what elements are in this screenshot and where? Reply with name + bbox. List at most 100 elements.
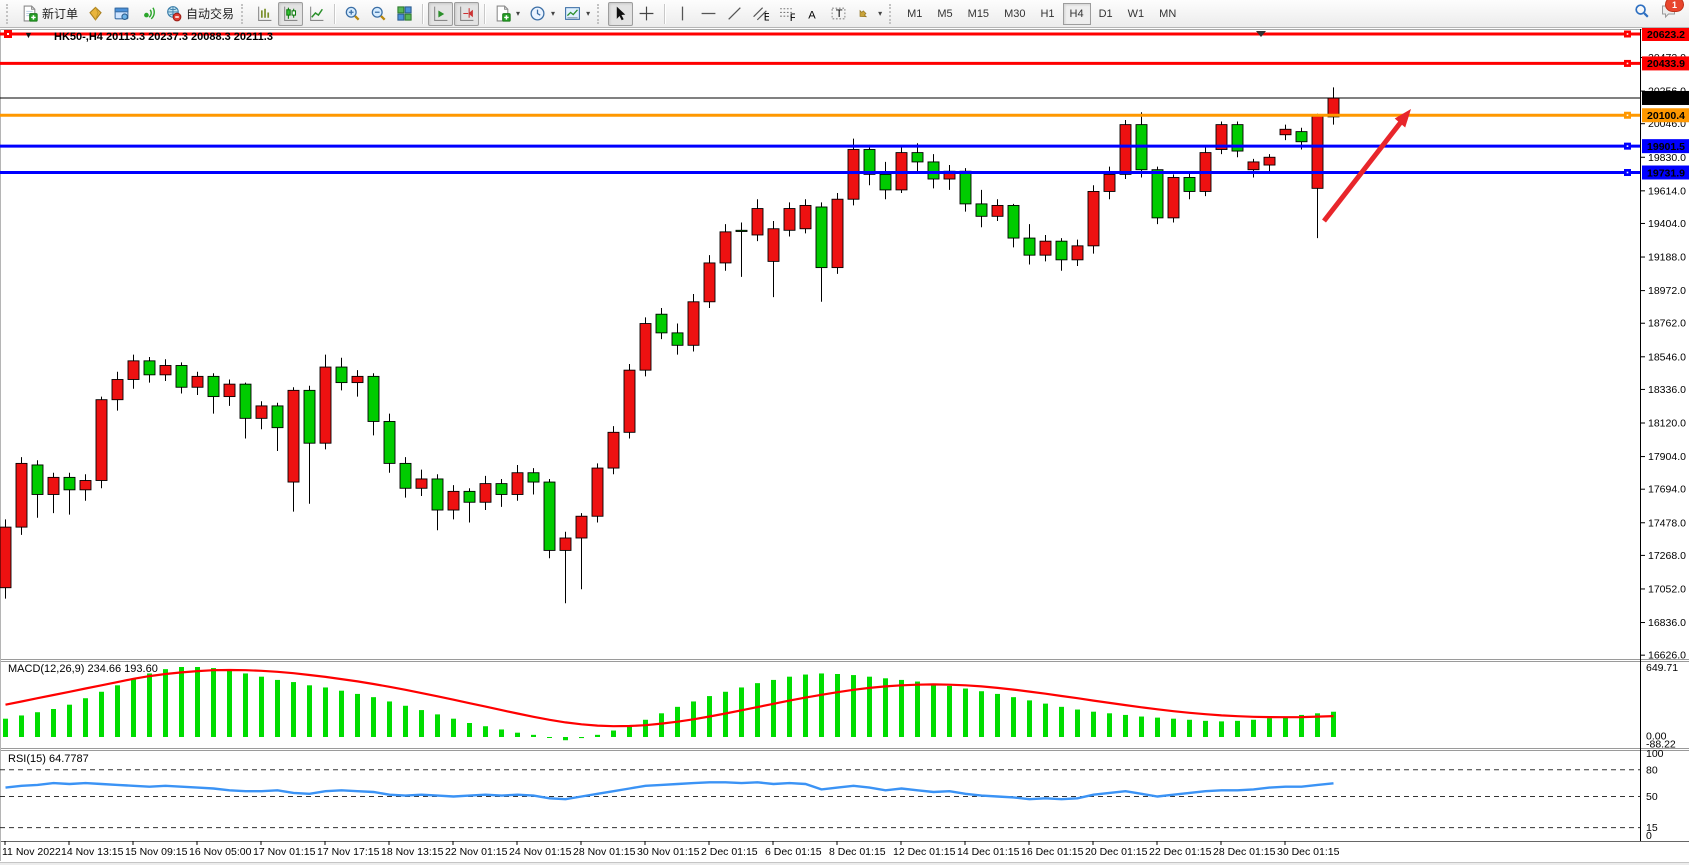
bar-chart-icon xyxy=(256,5,273,22)
price-badges: 20623.2 20433.9 20211.5 20100.4 19901.5 19731… xyxy=(1642,27,1689,180)
macd-axis-label: 0.00 xyxy=(1646,731,1667,743)
chart-shift-button[interactable] xyxy=(454,1,480,26)
line-chart-mode-button[interactable] xyxy=(304,2,329,26)
autotrading-label: 自动交易 xyxy=(186,7,235,21)
bar-chart-mode-button[interactable] xyxy=(252,2,277,26)
time-tick-label: 22 Dec 01:15 xyxy=(1149,846,1212,858)
crosshair-tool-button[interactable] xyxy=(634,2,659,26)
tile-windows-button[interactable] xyxy=(392,2,417,26)
toolbar-grip[interactable] xyxy=(597,3,604,24)
rsi-axis-label: 0 xyxy=(1646,830,1652,842)
chevron-down-icon: ▾ xyxy=(878,9,883,18)
equidistant-channel-tool-button[interactable]: E xyxy=(748,2,773,26)
time-tick-label: 2 Dec 01:15 xyxy=(701,846,758,858)
time-tick-label: 17 Nov 01:15 xyxy=(253,846,316,858)
toolbar-separator xyxy=(664,3,666,24)
new-order-button[interactable]: 新订单 xyxy=(17,2,82,26)
tf-label: M1 xyxy=(907,7,923,20)
chart-style-button[interactable] xyxy=(83,2,108,26)
tf-button-m30[interactable]: M30 xyxy=(997,3,1032,25)
time-tick-label: 18 Nov 13:15 xyxy=(381,846,444,858)
price-tick-label: 18336.0 xyxy=(1648,384,1686,396)
tf-button-m1[interactable]: M1 xyxy=(900,3,929,25)
chevron-down-icon: ▾ xyxy=(551,9,556,18)
periods-button[interactable]: ▾ xyxy=(525,2,559,26)
time-tick-label: 24 Nov 01:15 xyxy=(509,846,572,858)
price-tick-label: 20046.0 xyxy=(1648,118,1686,130)
svg-text:F: F xyxy=(790,12,795,22)
zoom-out-button[interactable] xyxy=(366,2,391,26)
search-button[interactable] xyxy=(1634,3,1650,24)
price-tick-label: 16626.0 xyxy=(1648,650,1686,662)
auto-scroll-icon xyxy=(432,5,449,22)
tile-windows-icon xyxy=(396,5,413,22)
auto-scroll-button[interactable] xyxy=(428,1,454,26)
sound-icon xyxy=(139,5,156,22)
rsi-axis-label: 100 xyxy=(1646,748,1664,760)
window-bottom-edge xyxy=(0,862,1689,865)
price-tick-label: 18972.0 xyxy=(1648,285,1686,297)
tf-label: H4 xyxy=(1069,7,1084,20)
tf-button-mn[interactable]: MN xyxy=(1152,3,1183,25)
cursor-tool-button[interactable] xyxy=(608,1,634,26)
arrows-tool-button[interactable]: ▾ xyxy=(852,2,886,26)
text-label-tool-button[interactable]: T xyxy=(826,2,851,26)
rsi-axis-label: 15 xyxy=(1646,822,1658,834)
support-resistance-lines[interactable] xyxy=(0,30,1640,177)
notifications-button[interactable]: 1 xyxy=(1660,0,1684,24)
time-tick-label: 20 Dec 01:15 xyxy=(1085,846,1148,858)
templates-button[interactable]: ▾ xyxy=(560,2,594,26)
tf-button-m5[interactable]: M5 xyxy=(930,3,959,25)
chevron-down-icon: ▾ xyxy=(516,9,521,18)
time-tick-label: 16 Dec 01:15 xyxy=(1021,846,1084,858)
autotrading-icon xyxy=(165,5,182,22)
fibonacci-tool-button[interactable]: F xyxy=(774,2,799,26)
tf-button-w1[interactable]: W1 xyxy=(1121,3,1152,25)
tf-button-d1[interactable]: D1 xyxy=(1092,3,1120,25)
chart-shift-marker[interactable] xyxy=(1256,31,1266,37)
time-tick-label: 8 Dec 01:15 xyxy=(829,846,886,858)
horizontal-line-tool-button[interactable] xyxy=(696,2,721,26)
vertical-line-tool-button[interactable] xyxy=(670,2,695,26)
candlestick-mode-button[interactable] xyxy=(278,1,304,26)
zoom-in-button[interactable] xyxy=(340,2,365,26)
trend-arrow[interactable] xyxy=(1322,109,1411,223)
macd-axis-label: -88.22 xyxy=(1646,739,1676,751)
data-window-button[interactable] xyxy=(109,2,134,26)
macd-panel: 649.71 0.00-88.22 xyxy=(3,662,1678,751)
trendline-tool-button[interactable] xyxy=(722,2,747,26)
tf-button-h4[interactable]: H4 xyxy=(1062,2,1091,25)
text-tool-button[interactable]: A xyxy=(800,2,825,26)
autotrading-button[interactable]: 自动交易 xyxy=(161,2,238,26)
toolbar-grip[interactable] xyxy=(241,3,248,24)
macd-axis-label: 649.71 xyxy=(1646,662,1678,674)
tf-button-m15[interactable]: M15 xyxy=(961,3,996,25)
main-toolbar: 新订单 自动交易 xyxy=(0,0,1689,28)
rsi-panel: 100 80 50 150 xyxy=(0,748,1664,842)
toolbar-separator xyxy=(334,3,336,24)
toolbar-grip[interactable] xyxy=(6,3,13,24)
price-tick-label: 19614.0 xyxy=(1648,185,1686,197)
tf-button-h1[interactable]: H1 xyxy=(1033,3,1061,25)
text-label-icon: T xyxy=(830,5,847,22)
price-tick-label: 18120.0 xyxy=(1648,417,1686,429)
price-tick-label: 18762.0 xyxy=(1648,318,1686,330)
price-tick-label: 19830.0 xyxy=(1648,152,1686,164)
time-tick-label: 30 Nov 01:15 xyxy=(637,846,700,858)
price-tick-label: 17904.0 xyxy=(1648,451,1686,463)
price-tick-label: 16836.0 xyxy=(1648,617,1686,629)
tf-label: M15 xyxy=(967,7,990,20)
time-tick-label: 28 Dec 01:15 xyxy=(1213,846,1276,858)
chart-shift-icon xyxy=(458,5,475,22)
time-tick-label: 15 Nov 09:15 xyxy=(125,846,188,858)
indicators-button[interactable]: ▾ xyxy=(490,2,524,26)
price-tick-label: 17052.0 xyxy=(1648,583,1686,595)
toolbar-grip[interactable] xyxy=(889,3,896,24)
zoom-out-icon xyxy=(370,5,387,22)
price-tick-label: 17478.0 xyxy=(1648,517,1686,529)
svg-text:E: E xyxy=(764,11,769,22)
price-line-badge: 20623.2 xyxy=(1647,29,1685,41)
sound-alerts-button[interactable] xyxy=(135,2,160,26)
